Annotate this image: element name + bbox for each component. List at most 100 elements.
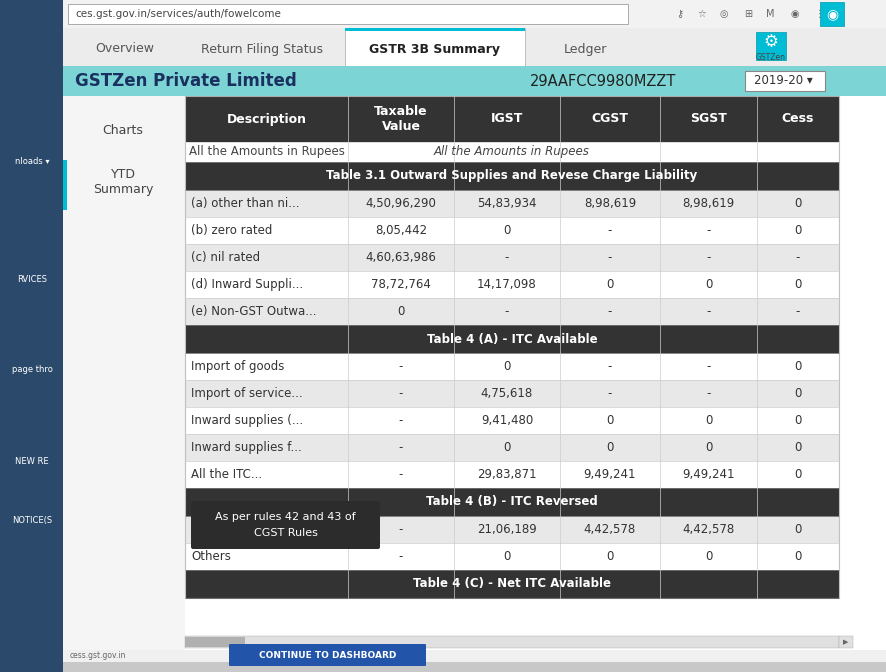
Text: As per rules 42 and 43 of: As per rules 42 and 43 of: [215, 512, 356, 522]
Bar: [185, 434, 839, 461]
Text: ☆: ☆: [697, 9, 706, 19]
Text: 0: 0: [795, 523, 802, 536]
Text: ◉: ◉: [790, 9, 799, 19]
Bar: [185, 96, 839, 142]
Text: -: -: [706, 387, 711, 400]
Text: All the Amounts in Rupees: All the Amounts in Rupees: [189, 146, 345, 159]
Text: ⚷: ⚷: [676, 9, 684, 19]
Text: Table 4 (C) - Net ITC Available: Table 4 (C) - Net ITC Available: [413, 577, 611, 591]
Bar: [185, 190, 839, 217]
Text: 0: 0: [704, 278, 712, 291]
Text: 0: 0: [503, 360, 510, 373]
Text: Overview: Overview: [96, 42, 154, 56]
Text: 8,98,619: 8,98,619: [682, 197, 734, 210]
Text: -: -: [706, 305, 711, 318]
Bar: [185, 461, 839, 488]
Text: nloads ▾: nloads ▾: [15, 157, 50, 167]
Text: 0: 0: [503, 441, 510, 454]
Bar: [185, 162, 839, 190]
Text: 8,05,442: 8,05,442: [375, 224, 427, 237]
Text: 0: 0: [795, 197, 802, 210]
Bar: [185, 380, 839, 407]
Text: 0: 0: [795, 278, 802, 291]
FancyBboxPatch shape: [229, 644, 426, 666]
Text: 0: 0: [795, 550, 802, 563]
Text: NEW RE: NEW RE: [15, 458, 49, 466]
Bar: [185, 488, 839, 516]
Text: 0: 0: [795, 414, 802, 427]
Text: ◉: ◉: [826, 7, 838, 21]
Bar: [185, 142, 839, 162]
Text: Description: Description: [227, 112, 307, 126]
Text: -: -: [399, 387, 403, 400]
Text: Inward supplies f...: Inward supplies f...: [191, 441, 302, 454]
Text: 0: 0: [795, 468, 802, 481]
Bar: [185, 244, 839, 271]
Text: 4,50,96,290: 4,50,96,290: [366, 197, 437, 210]
Text: RVICES: RVICES: [17, 276, 47, 284]
Text: Table 3.1 Outward Supplies and Revese Charge Liability: Table 3.1 Outward Supplies and Revese Ch…: [326, 169, 697, 183]
Bar: [185, 96, 839, 598]
Text: -: -: [608, 224, 612, 237]
Text: Import of goods: Import of goods: [191, 360, 284, 373]
Text: Table 4 (A) - ITC Available: Table 4 (A) - ITC Available: [427, 333, 597, 345]
Text: 4,42,578: 4,42,578: [584, 523, 636, 536]
Text: M: M: [766, 9, 774, 19]
Text: (c) nil rated: (c) nil rated: [191, 251, 260, 264]
Bar: [839, 636, 853, 648]
Text: CGST: CGST: [592, 112, 628, 126]
Bar: [345, 28, 525, 66]
Text: Charts: Charts: [103, 124, 144, 136]
Text: Import of service...: Import of service...: [191, 387, 303, 400]
Text: 0: 0: [795, 387, 802, 400]
Bar: [185, 298, 839, 325]
Text: ⊞: ⊞: [744, 9, 752, 19]
Text: CGST Rules: CGST Rules: [253, 528, 317, 538]
Text: 4,75,618: 4,75,618: [481, 387, 533, 400]
Text: -: -: [706, 360, 711, 373]
Bar: [63, 0, 886, 28]
Text: GSTZen: GSTZen: [756, 54, 786, 62]
Text: 4,42,578: 4,42,578: [682, 523, 734, 536]
Bar: [185, 570, 839, 598]
Text: -: -: [608, 387, 612, 400]
Bar: [745, 71, 825, 91]
Text: -: -: [399, 550, 403, 563]
Bar: [63, 96, 185, 656]
Text: Cess: Cess: [781, 112, 814, 126]
Text: page thro: page thro: [12, 366, 52, 374]
Text: SGST: SGST: [690, 112, 727, 126]
Text: 0: 0: [704, 414, 712, 427]
Text: -: -: [505, 305, 509, 318]
Text: 54,83,934: 54,83,934: [478, 197, 537, 210]
Text: (a) other than ni...: (a) other than ni...: [191, 197, 299, 210]
Text: 0: 0: [606, 278, 614, 291]
Text: 14,17,098: 14,17,098: [478, 278, 537, 291]
Text: (b) zero rated: (b) zero rated: [191, 224, 272, 237]
Text: All the Amounts in Rupees: All the Amounts in Rupees: [434, 146, 590, 159]
Text: -: -: [399, 523, 403, 536]
Text: 0: 0: [503, 224, 510, 237]
Text: ◎: ◎: [719, 9, 728, 19]
Text: 9,41,480: 9,41,480: [481, 414, 533, 427]
Text: Return Filing Status: Return Filing Status: [201, 42, 323, 56]
Text: ces.gst.gov.in/services/auth/fowelcome: ces.gst.gov.in/services/auth/fowelcome: [75, 9, 281, 19]
Text: -: -: [608, 360, 612, 373]
Text: Others: Others: [191, 550, 231, 563]
Bar: [63, 650, 886, 662]
Text: 0: 0: [397, 305, 405, 318]
Text: 0: 0: [503, 550, 510, 563]
Text: 0: 0: [795, 441, 802, 454]
Text: cess.gst.gov.in: cess.gst.gov.in: [70, 651, 127, 661]
Text: (e) Non-GST Outwa...: (e) Non-GST Outwa...: [191, 305, 316, 318]
Text: ⋮: ⋮: [815, 9, 825, 19]
Text: 2019-20 ▾: 2019-20 ▾: [754, 75, 812, 87]
Text: GSTR 3B Summary: GSTR 3B Summary: [369, 42, 501, 56]
Bar: [185, 543, 839, 570]
Bar: [63, 66, 886, 96]
Text: Ledger: Ledger: [563, 42, 607, 56]
Bar: [185, 637, 245, 647]
Text: Table 4 (B) - ITC Reversed: Table 4 (B) - ITC Reversed: [426, 495, 598, 509]
Text: -: -: [399, 441, 403, 454]
Bar: [820, 2, 844, 26]
